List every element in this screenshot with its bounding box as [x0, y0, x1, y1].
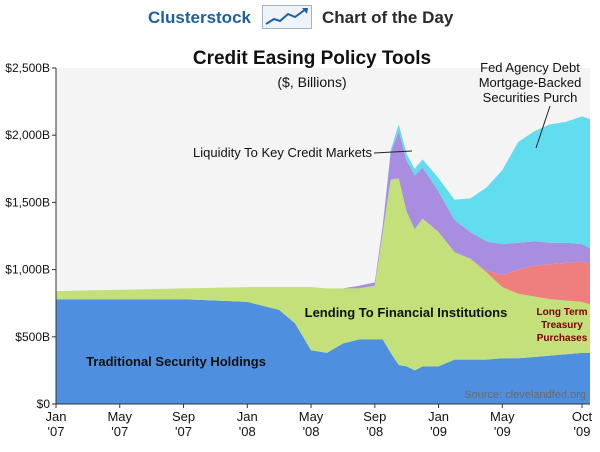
series-area-2 [56, 178, 590, 305]
brand-name: Clusterstock [148, 8, 251, 27]
x-tick-label: Jan '07 [46, 409, 67, 439]
series-annotation-2: Long Term [537, 307, 588, 318]
series-annotation-2: Purchases [537, 333, 588, 344]
series-annotation-1: Lending To Financial Institutions [305, 305, 508, 320]
axes-layer: $0 $500B $1,000B $1,500B $2,000B $2,500B Jan '0… [5, 61, 592, 439]
x-tick-label: Jan '09 [428, 409, 449, 439]
y-tick-label: $2,500B [5, 61, 50, 75]
x-tick-label: Sep '07 [172, 409, 195, 439]
series-area-0 [56, 299, 590, 404]
series-annotation-2: Treasury [541, 320, 583, 331]
x-tick-label: May '07 [107, 409, 132, 439]
x-tick-label: Jan '08 [237, 409, 258, 439]
x-tick-label: May '09 [490, 409, 515, 439]
chart-of-the-day-label: Chart of the Day [322, 8, 454, 27]
liquidity-pointer-line [373, 150, 413, 154]
fed-agency-pointer-line [535, 105, 551, 149]
series-area-4 [56, 116, 590, 292]
y-tick-label: $2,000B [5, 128, 50, 142]
x-tick-label: Oct '09 [572, 409, 593, 439]
series-annotation-0: Traditional Security Holdings [86, 354, 266, 369]
y-tick-label: $1,000B [5, 263, 50, 277]
credit-easing-chart: $0 $500B $1,000B $1,500B $2,000B $2,500B Jan '0… [5, 48, 592, 439]
y-tick-label: $0 [37, 397, 51, 411]
x-tick-label: Sep '08 [363, 409, 386, 439]
chart-subtitle: ($, Billions) [277, 74, 346, 90]
annotation-layer: Fed Agency DebtMortgage-BackedSecurities… [86, 60, 588, 369]
y-tick-label: $500B [15, 330, 50, 344]
x-tick-label: May '08 [299, 409, 324, 439]
trend-chart-icon [262, 5, 312, 29]
series-annotation-3: Liquidity To Key Credit Markets [193, 145, 372, 160]
series-area-3 [56, 131, 590, 292]
series-area-1 [56, 178, 590, 371]
y-tick-label: $1,500B [5, 195, 50, 209]
series-annotation-4: Mortgage-Backed [479, 75, 582, 90]
chart-title: Credit Easing Policy Tools [193, 48, 431, 69]
source-note: Source: clevelandfed.org [464, 389, 586, 401]
chart-banner: Clusterstock Chart of the Day [0, 0, 600, 34]
series-annotation-4: Securities Purch [483, 90, 578, 105]
areas-layer [56, 116, 590, 404]
series-annotation-4: Fed Agency Debt [480, 60, 580, 75]
